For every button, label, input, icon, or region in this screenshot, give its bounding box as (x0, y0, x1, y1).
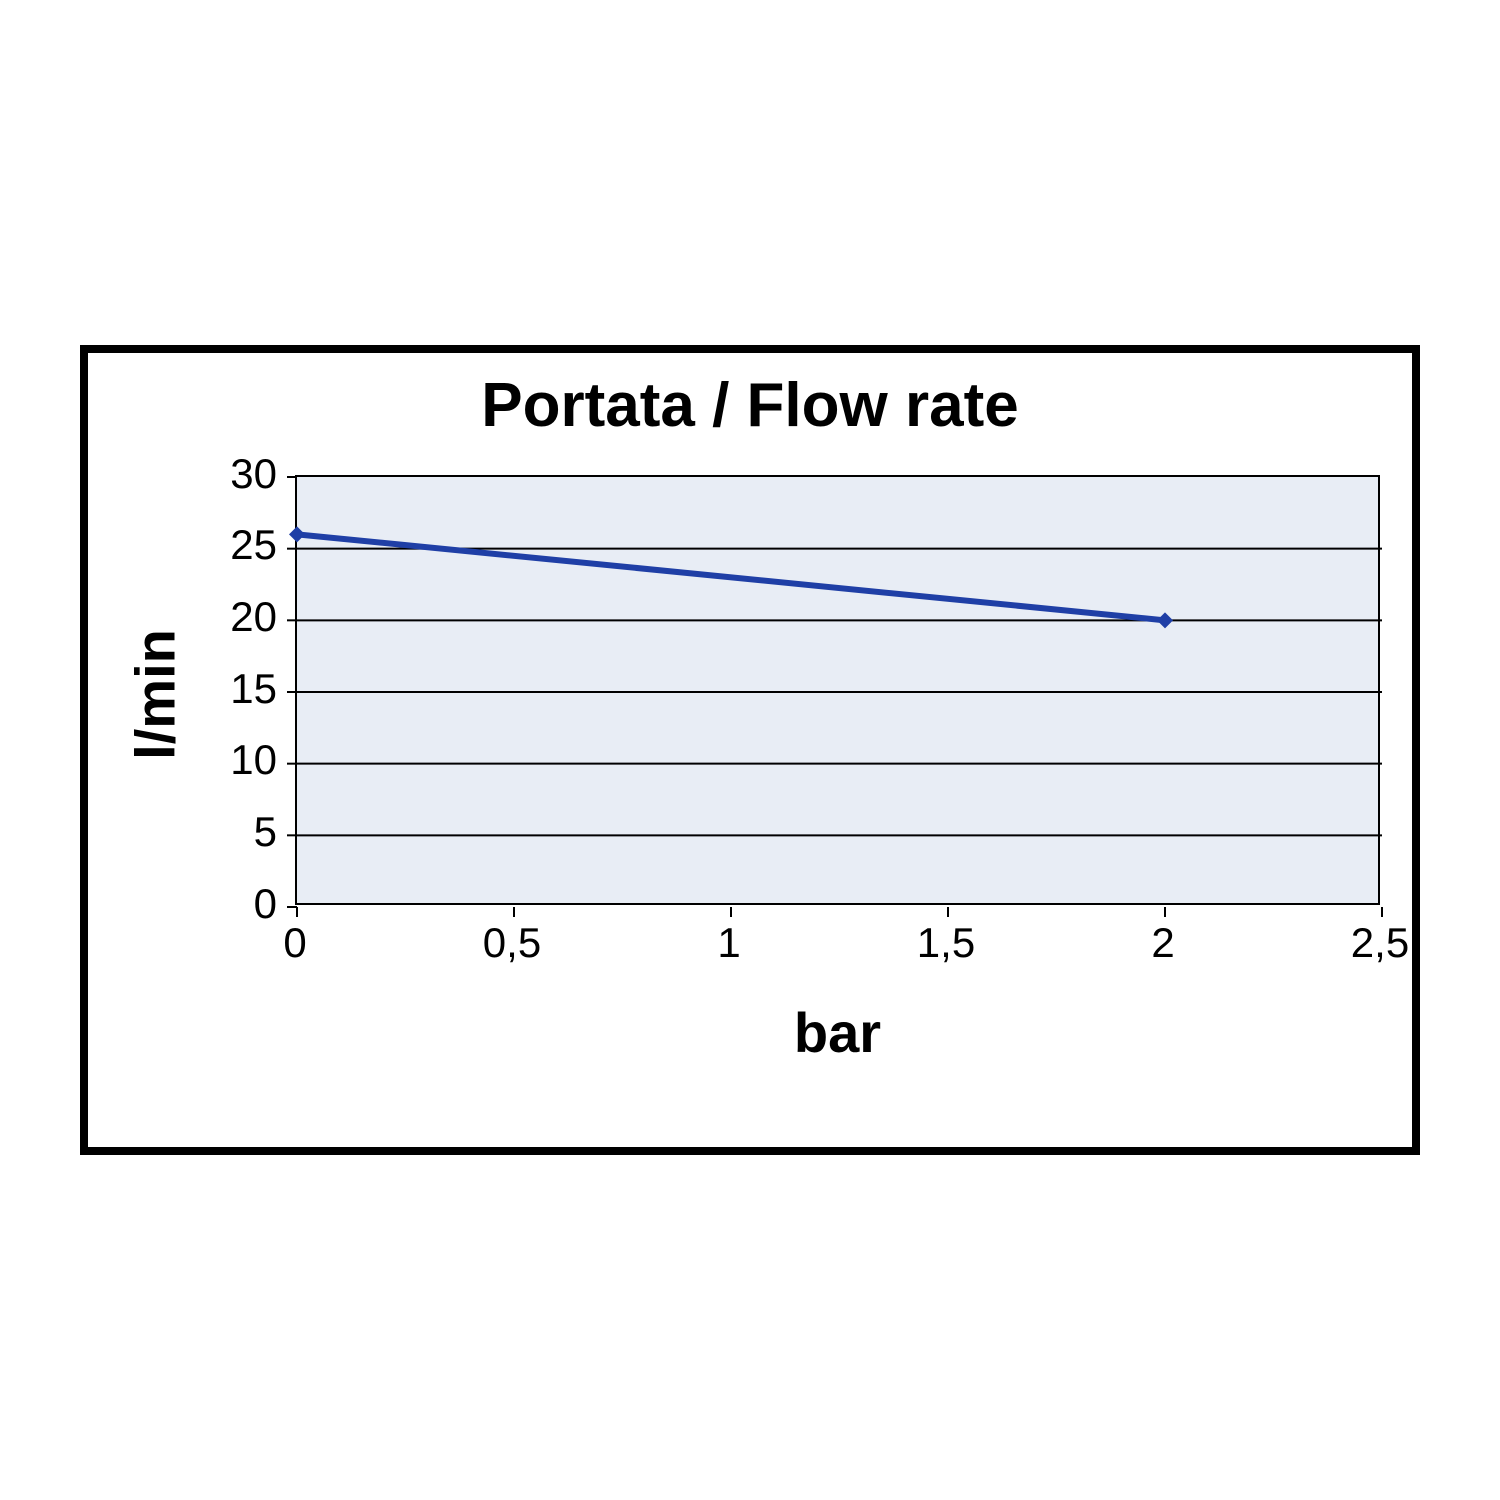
y-tick-label: 5 (254, 808, 277, 856)
x-tick-label: 1,5 (886, 919, 1006, 967)
x-tick-label: 1 (669, 919, 789, 967)
data-marker (1157, 612, 1173, 628)
plot-area (295, 475, 1380, 905)
y-tick-label: 20 (230, 593, 277, 641)
x-tick-label: 2,5 (1320, 919, 1440, 967)
y-tick-label: 25 (230, 521, 277, 569)
x-tick-label: 2 (1103, 919, 1223, 967)
x-tick-label: 0 (235, 919, 355, 967)
x-tick-label: 0,5 (452, 919, 572, 967)
x-axis-label: bar (295, 1000, 1380, 1065)
chart-title: Portata / Flow rate (80, 370, 1420, 441)
y-axis-label: l/min (123, 545, 188, 845)
y-tick-label: 10 (230, 736, 277, 784)
y-tick-label: 30 (230, 450, 277, 498)
plot-svg (297, 477, 1382, 907)
canvas: Portata / Flow rate l/min bar 0 5 10 15 20 25… (0, 0, 1500, 1500)
y-tick-label: 15 (230, 665, 277, 713)
